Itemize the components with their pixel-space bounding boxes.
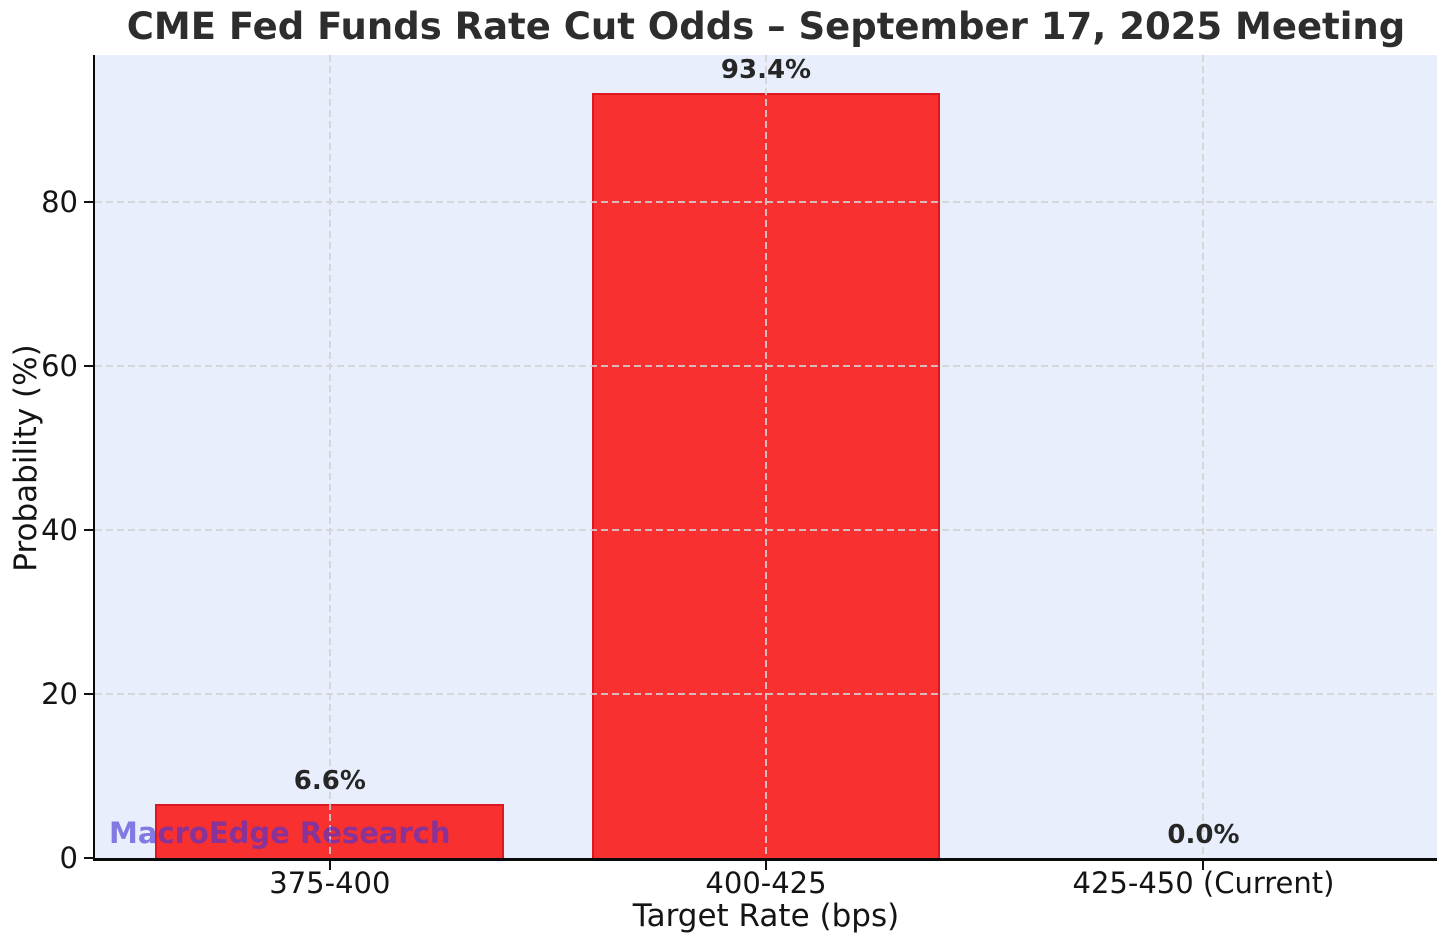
- y-tick-20: [84, 693, 93, 696]
- bar-value-label-2: 93.4%: [720, 54, 812, 85]
- y-tick-label-60: 60: [41, 349, 78, 384]
- bar-value-label-3: 0.0%: [1167, 820, 1240, 850]
- y-tick-label-40: 40: [41, 513, 78, 548]
- y-axis-label: Probability (%): [8, 344, 44, 572]
- y-tick-label-0: 0: [59, 841, 78, 875]
- x-tick-label-1: 375-400: [269, 866, 391, 900]
- x-tick-3: [1202, 861, 1205, 870]
- plot-area: 0 20 40 60 80 375-400 6.6% 400-425 93.4% 425-450 …: [41, 54, 1437, 900]
- gridline-v-3: [1202, 55, 1205, 858]
- bar-value-label-1: 6.6%: [293, 765, 366, 796]
- y-tick-80: [84, 201, 93, 204]
- y-tick-40: [84, 529, 93, 532]
- y-tick-60: [84, 365, 93, 368]
- watermark: MacroEdge Research: [109, 816, 451, 850]
- gridline-v-2: [765, 55, 767, 858]
- x-axis-label: Target Rate (bps): [632, 898, 900, 934]
- chart-title: CME Fed Funds Rate Cut Odds – September …: [126, 5, 1406, 48]
- y-tick-0: [84, 857, 93, 859]
- y-tick-label-80: 80: [41, 185, 78, 220]
- x-tick-2: [765, 861, 767, 870]
- x-tick-label-3: 425-450 (Current): [1072, 866, 1335, 900]
- x-tick-label-2: 400-425: [705, 866, 827, 900]
- y-tick-label-20: 20: [41, 677, 78, 712]
- x-tick-1: [328, 861, 331, 870]
- gridline-v-1: [328, 55, 331, 858]
